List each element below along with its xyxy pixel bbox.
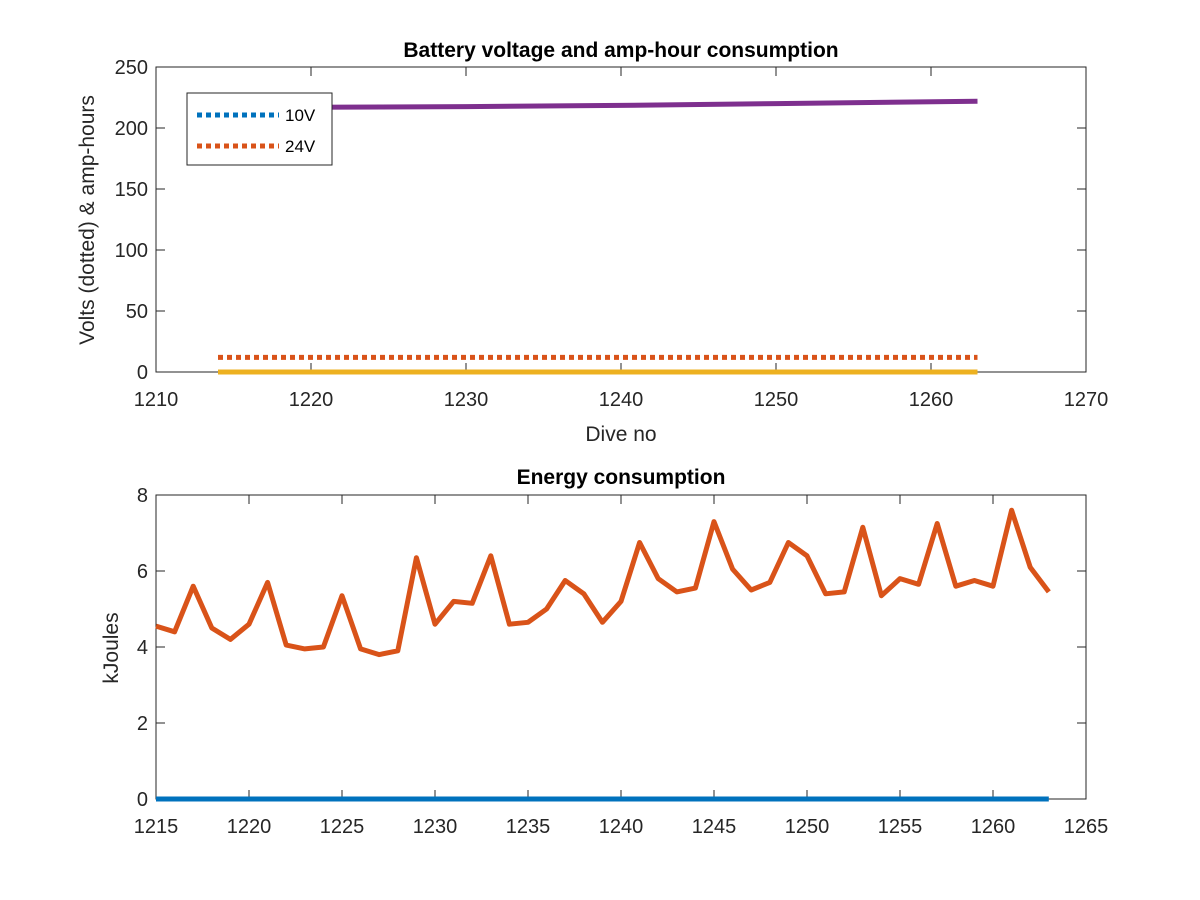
- x-tick-label: 1260: [971, 816, 1016, 838]
- y-tick-label: 4: [137, 637, 148, 659]
- legend-box: [186, 92, 333, 166]
- energy-chart: Energy consumption kJoules 1215 1220 1225 1…: [100, 466, 1108, 838]
- y-axis-label: Volts (dotted) & amp-hours: [76, 95, 99, 345]
- x-tick-label: 1245: [692, 816, 737, 838]
- x-tick-label: 1235: [506, 816, 551, 838]
- legend-entry: 10V: [285, 106, 316, 125]
- y-tick-label: 0: [137, 362, 148, 384]
- x-tick-label: 1270: [1064, 389, 1109, 411]
- x-tick-label: 1250: [754, 389, 799, 411]
- chart-title: Energy consumption: [517, 466, 726, 489]
- plot-area: 1210 1220 1230 1240 1250 1260 1270 0 50 100 150 200…: [115, 57, 1109, 411]
- x-tick-label: 1230: [413, 816, 458, 838]
- plot-area: 1215 1220 1225 1230 1235 1240 1245 1250 1255 1260…: [134, 485, 1109, 838]
- y-tick-label: 100: [115, 240, 148, 262]
- x-tick-label: 1240: [599, 389, 644, 411]
- x-tick-label: 1240: [599, 816, 644, 838]
- x-tick-label: 1250: [785, 816, 830, 838]
- y-tick-label: 6: [137, 561, 148, 583]
- y-tick-label: 2: [137, 713, 148, 735]
- x-tick-label: 1255: [878, 816, 923, 838]
- y-tick-label: 50: [126, 301, 148, 323]
- x-axis-label: Dive no: [585, 423, 656, 446]
- voltage-chart: Battery voltage and amp-hour consumption…: [76, 39, 1108, 446]
- y-tick-label: 200: [115, 118, 148, 140]
- x-tick-label: 1210: [134, 389, 179, 411]
- x-tick-label: 1220: [227, 816, 272, 838]
- x-tick-label: 1230: [444, 389, 489, 411]
- y-tick-label: 150: [115, 179, 148, 201]
- y-axis-label: kJoules: [100, 612, 123, 683]
- chart-title: Battery voltage and amp-hour consumption: [403, 39, 838, 62]
- y-tick-label: 250: [115, 57, 148, 79]
- x-tick-label: 1220: [289, 389, 334, 411]
- x-tick-label: 1260: [909, 389, 954, 411]
- x-tick-label: 1225: [320, 816, 365, 838]
- y-tick-label: 0: [137, 789, 148, 811]
- x-tick-label: 1265: [1064, 816, 1109, 838]
- series-line-0: [155, 507, 1051, 658]
- y-tick-label: 8: [137, 485, 148, 507]
- legend-entry: 24V: [285, 137, 316, 156]
- x-tick-label: 1215: [134, 816, 179, 838]
